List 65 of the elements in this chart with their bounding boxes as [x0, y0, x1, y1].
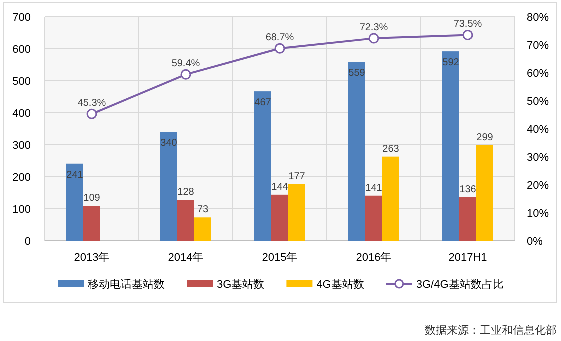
point: [180, 69, 192, 80]
x-tick-label: 2017H1: [448, 252, 488, 264]
data-label: 45.3%: [78, 98, 106, 110]
data-label: 136: [460, 184, 477, 196]
y-tick-label: 400: [12, 108, 31, 120]
x-tick-label: 2016年: [356, 252, 392, 264]
source-note: 数据来源：工业和信息化部: [425, 324, 557, 337]
y2-tick-label: 70%: [527, 40, 550, 52]
bar: [382, 156, 400, 241]
data-label: 592: [442, 58, 460, 69]
y2-tick-label: 80%: [527, 12, 550, 24]
data-label: 73: [197, 204, 209, 216]
legend-label: 4G基站数: [316, 278, 364, 291]
data-label: 128: [178, 187, 195, 198]
legend-label: 3G/4G基站数占比: [416, 278, 504, 291]
y-tick-label: 500: [12, 76, 31, 88]
bar: [66, 164, 84, 241]
y-tick-label: 100: [12, 204, 31, 216]
bar: [460, 197, 476, 241]
legend-label: 3G基站数: [217, 278, 265, 291]
data-label: 241: [66, 170, 84, 181]
legend-label: 移动电话基站数: [88, 278, 165, 291]
bar: [254, 92, 272, 241]
data-label: 144: [272, 182, 289, 193]
bar: [348, 62, 366, 241]
data-label: 559: [348, 68, 366, 80]
y2-tick-label: 20%: [527, 180, 550, 192]
point: [86, 108, 98, 120]
data-label: 68.7%: [266, 32, 294, 44]
point: [274, 43, 286, 54]
data-label: 177: [288, 171, 306, 182]
data-label: 73.5%: [454, 19, 482, 30]
bar: [272, 194, 288, 241]
y2-tick-label: 40%: [527, 124, 550, 136]
y2-tick-label: 30%: [527, 152, 550, 164]
x-tick-label: 2013年: [74, 252, 110, 264]
data-label: 263: [382, 144, 400, 155]
data-label: 467: [254, 98, 272, 109]
x-tick-label: 2015年: [262, 252, 298, 264]
y-tick-label: 200: [12, 172, 31, 184]
data-label: 340: [160, 138, 178, 150]
data-label: 72.3%: [360, 22, 388, 34]
point: [368, 33, 380, 44]
y2-tick-label: 0%: [527, 236, 544, 248]
data-label: 141: [366, 182, 383, 194]
bar: [366, 196, 382, 241]
y-tick-label: 700: [12, 12, 31, 24]
bar: [160, 132, 178, 241]
y-tick-label: 0: [24, 236, 31, 248]
bar: [476, 145, 494, 241]
data-label: 59.4%: [172, 58, 200, 70]
y-tick-label: 300: [12, 140, 31, 152]
data-label: 109: [84, 193, 101, 204]
y2-tick-label: 10%: [527, 208, 550, 220]
data-label: 299: [476, 132, 494, 144]
bar: [194, 218, 212, 241]
y-tick-label: 600: [12, 44, 31, 56]
bar: [178, 200, 194, 241]
y2-tick-label: 50%: [527, 96, 550, 108]
bar: [288, 184, 306, 241]
point: [462, 30, 474, 40]
bar: [84, 206, 100, 241]
y2-tick-label: 60%: [527, 68, 550, 80]
bar: [442, 52, 460, 241]
x-tick-label: 2014年: [168, 252, 204, 264]
